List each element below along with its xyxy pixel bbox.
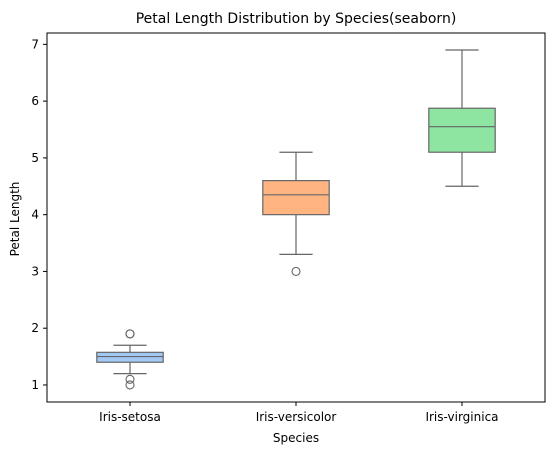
x-tick-label: Iris-versicolor	[256, 410, 337, 424]
box-iqr	[428, 107, 496, 153]
y-tick-label: 2	[31, 321, 39, 335]
y-tick-label: 3	[31, 264, 39, 278]
y-tick-label: 4	[31, 208, 39, 222]
box-group-iris-versicolor	[262, 151, 330, 276]
y-axis-label: Petal Length	[8, 182, 22, 257]
y-axis: 1 2 3 4 5 6 7	[31, 37, 47, 392]
box-group-iris-virginica	[428, 49, 496, 187]
outlier-point	[125, 380, 135, 390]
plot-area	[46, 32, 546, 403]
chart-title: Petal Length Distribution by Species(sea…	[136, 11, 457, 27]
box-iqr	[96, 351, 164, 363]
outlier-point	[125, 374, 135, 384]
outlier-point	[125, 329, 135, 339]
y-tick-label: 5	[31, 151, 39, 165]
box-group-iris-setosa	[96, 329, 164, 390]
y-tick-label: 6	[31, 94, 39, 108]
outlier-point	[291, 266, 301, 276]
y-tick-label: 1	[31, 378, 39, 392]
box-iqr	[262, 180, 330, 216]
x-axis-label: Species	[273, 431, 319, 445]
x-tick-label: Iris-setosa	[99, 410, 161, 424]
x-axis: Iris-setosa Iris-versicolor Iris-virginica	[99, 402, 499, 424]
y-tick-label: 7	[31, 37, 39, 51]
x-tick-label: Iris-virginica	[425, 410, 498, 424]
